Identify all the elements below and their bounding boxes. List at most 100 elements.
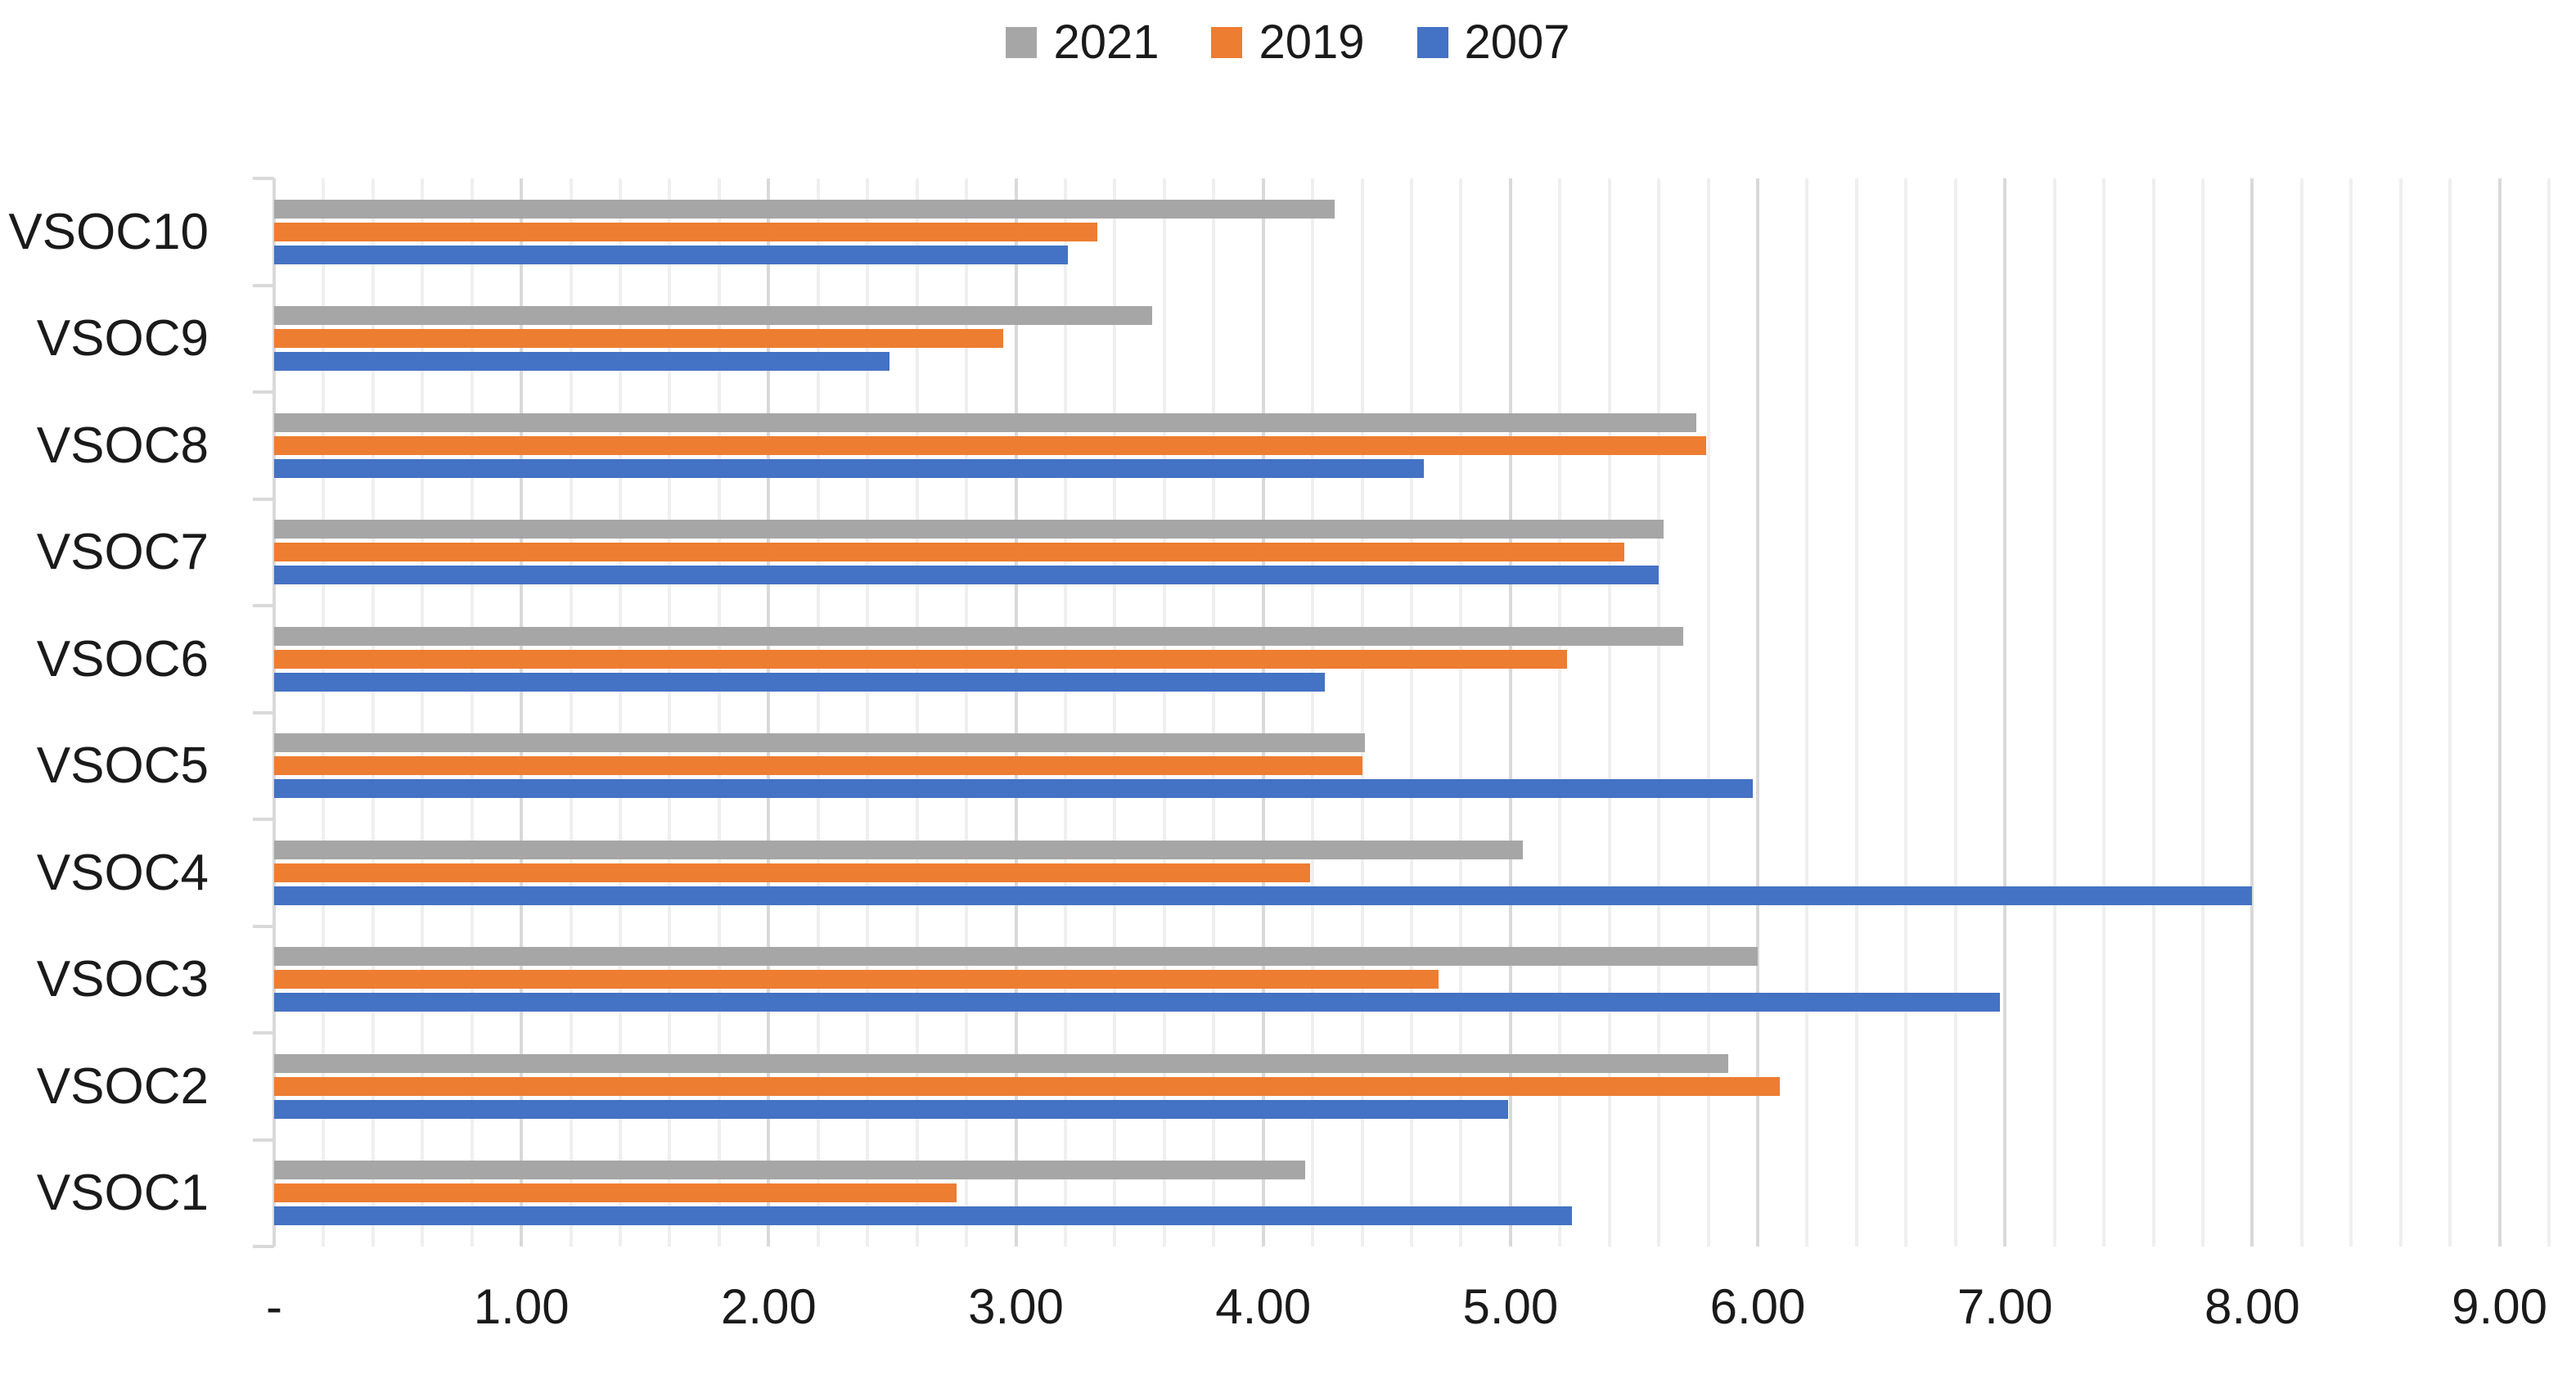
bar-VSOC1-2019 xyxy=(274,1183,957,1203)
bar-VSOC4-2021 xyxy=(274,840,1523,859)
legend-swatch-icon xyxy=(1006,26,1038,58)
value-axis-tick-label: 3.00 xyxy=(968,1279,1064,1334)
bar-VSOC6-2007 xyxy=(274,672,1326,692)
category-axis-tick xyxy=(253,1138,274,1142)
minor-gridline xyxy=(1113,178,1117,1246)
major-gridline xyxy=(1508,178,1512,1246)
category-axis-labels: VSOC10 VSOC9 VSOC8 VSOC7 VSOC6 VSOC5 VSOC4 VSOC… xyxy=(0,178,245,1246)
major-gridline xyxy=(1014,178,1018,1246)
minor-gridline xyxy=(2052,178,2056,1246)
category-label: VSOC7 xyxy=(36,524,209,581)
minor-gridline xyxy=(1706,178,1710,1246)
minor-gridline xyxy=(1904,178,1908,1246)
value-axis-tick-label: 1.00 xyxy=(473,1279,570,1334)
minor-gridline xyxy=(1558,178,1562,1246)
minor-gridline xyxy=(2398,178,2403,1246)
bar-VSOC9-2007 xyxy=(274,352,890,372)
bar-VSOC2-2021 xyxy=(274,1053,1728,1073)
category-axis-tick xyxy=(253,390,274,394)
minor-gridline xyxy=(1607,178,1611,1246)
minor-gridline xyxy=(1854,178,1858,1246)
bar-VSOC8-2019 xyxy=(274,435,1706,455)
major-gridline xyxy=(520,178,524,1246)
category-label: VSOC4 xyxy=(36,844,209,901)
bar-VSOC8-2007 xyxy=(274,458,1425,478)
category-label: VSOC5 xyxy=(36,737,209,795)
legend-item-2007: 2007 xyxy=(1416,15,1570,70)
minor-gridline xyxy=(816,178,820,1246)
value-axis-tick-label: 2.00 xyxy=(720,1279,817,1334)
bar-VSOC9-2019 xyxy=(274,329,1004,349)
legend-label: 2021 xyxy=(1053,16,1160,69)
bar-VSOC2-2019 xyxy=(274,1076,1781,1096)
bar-VSOC10-2007 xyxy=(274,245,1068,264)
minor-gridline xyxy=(866,178,870,1246)
legend-label: 2019 xyxy=(1259,16,1365,69)
bar-VSOC5-2007 xyxy=(274,779,1753,799)
minor-gridline xyxy=(2102,178,2106,1246)
minor-gridline xyxy=(1360,178,1364,1246)
minor-gridline xyxy=(2349,178,2353,1246)
bar-VSOC1-2021 xyxy=(274,1161,1306,1180)
value-axis-tick-label: - xyxy=(266,1279,282,1334)
legend-swatch-icon xyxy=(1211,26,1243,58)
minor-gridline xyxy=(470,178,474,1246)
major-gridline xyxy=(2497,178,2502,1246)
value-axis-tick-label: 4.00 xyxy=(1215,1279,1312,1334)
minor-gridline xyxy=(619,178,623,1246)
bar-VSOC4-2007 xyxy=(274,886,2253,905)
category-axis-tick xyxy=(253,1031,274,1035)
minor-gridline xyxy=(1805,178,1809,1246)
major-gridline xyxy=(2003,178,2007,1246)
category-label: VSOC6 xyxy=(36,630,209,687)
category-axis-tick xyxy=(253,710,274,715)
minor-gridline xyxy=(2200,178,2204,1246)
legend-item-2019: 2019 xyxy=(1211,15,1365,70)
minor-gridline xyxy=(1459,178,1463,1246)
minor-gridline xyxy=(1953,178,1957,1246)
bar-VSOC5-2019 xyxy=(274,756,1362,776)
bar-VSOC7-2007 xyxy=(274,566,1660,585)
bar-VSOC10-2019 xyxy=(274,222,1098,241)
bar-VSOC4-2019 xyxy=(274,863,1311,882)
plot-area xyxy=(253,177,2551,1248)
category-label: VSOC10 xyxy=(8,203,209,260)
category-axis-tick xyxy=(253,818,274,821)
minor-gridline xyxy=(2151,178,2155,1246)
minor-gridline xyxy=(965,178,969,1246)
legend-label: 2007 xyxy=(1464,16,1570,69)
minor-gridline xyxy=(421,178,425,1246)
bar-VSOC8-2021 xyxy=(274,412,1696,432)
minor-gridline xyxy=(1212,178,1216,1246)
bar-VSOC10-2021 xyxy=(274,199,1335,219)
minor-gridline xyxy=(1657,178,1661,1246)
value-axis-tick-label: 7.00 xyxy=(1957,1279,2053,1334)
bar-VSOC6-2019 xyxy=(274,649,1568,669)
category-axis-line xyxy=(272,178,276,1246)
major-gridline xyxy=(1756,178,1760,1246)
value-axis-labels: - 1.00 2.00 3.00 4.00 5.00 6.00 7.00 8.00 9.00 xyxy=(0,1278,2576,1344)
category-axis-tick xyxy=(253,497,274,501)
value-axis-tick-label: 5.00 xyxy=(1462,1279,1559,1334)
minor-gridline xyxy=(569,178,573,1246)
category-label: VSOC1 xyxy=(36,1165,209,1222)
minor-gridline xyxy=(915,178,919,1246)
bar-VSOC9-2021 xyxy=(274,306,1152,326)
minor-gridline xyxy=(717,178,721,1246)
category-axis-tick xyxy=(253,1245,274,1248)
value-axis-tick-label: 9.00 xyxy=(2452,1279,2547,1334)
bar-VSOC2-2007 xyxy=(274,1099,1508,1119)
minor-gridline xyxy=(2448,178,2452,1246)
bar-VSOC3-2007 xyxy=(274,993,2001,1012)
category-axis-tick xyxy=(253,283,274,287)
chart-legend: 2021 2019 2007 xyxy=(0,15,2576,70)
bar-VSOC6-2021 xyxy=(274,626,1684,646)
minor-gridline xyxy=(322,178,326,1246)
category-label: VSOC8 xyxy=(36,417,209,474)
minor-gridline xyxy=(668,178,672,1246)
category-axis-tick xyxy=(253,604,274,607)
bar-VSOC3-2021 xyxy=(274,947,1759,967)
minor-gridline xyxy=(1162,178,1166,1246)
minor-gridline xyxy=(371,178,375,1246)
bar-VSOC7-2019 xyxy=(274,543,1624,562)
